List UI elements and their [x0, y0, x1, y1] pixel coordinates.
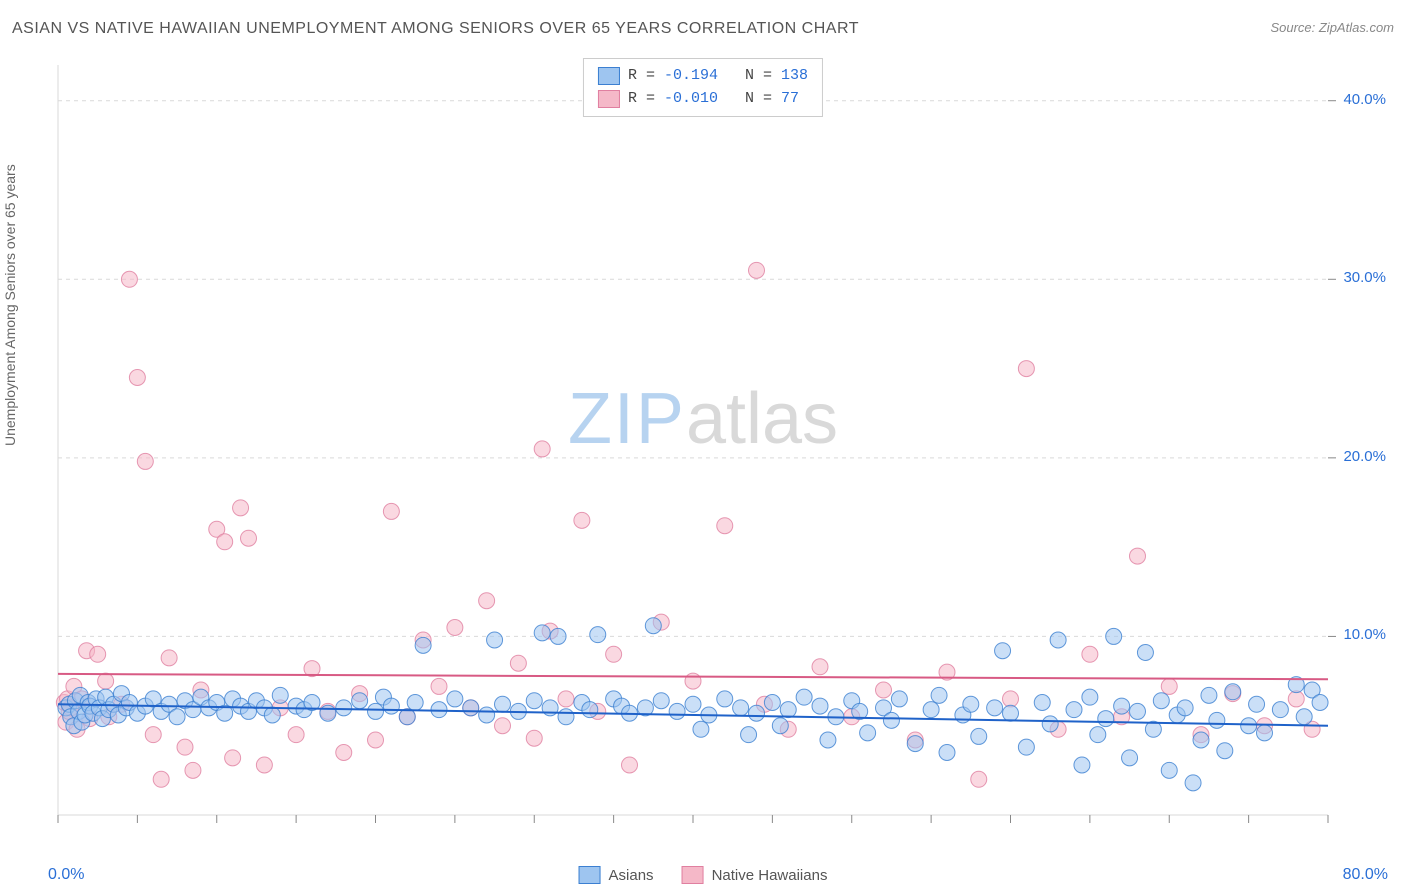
- plot-area: [48, 55, 1388, 835]
- legend-swatch-asians: [579, 866, 601, 884]
- stats-swatch-asians: [598, 67, 620, 85]
- x-axis-min-label: 0.0%: [48, 866, 84, 884]
- stat-N-hawaiians: 77: [781, 90, 799, 107]
- y-axis-label: Unemployment Among Seniors over 65 years: [2, 164, 18, 446]
- chart-svg: [48, 55, 1388, 835]
- stats-row-hawaiians: R = -0.010 N = 77: [598, 88, 808, 111]
- stats-text-hawaiians: R = -0.010 N = 77: [628, 88, 799, 111]
- stat-N-asians: 138: [781, 67, 808, 84]
- title-bar: ASIAN VS NATIVE HAWAIIAN UNEMPLOYMENT AM…: [12, 20, 1394, 38]
- stats-text-asians: R = -0.194 N = 138: [628, 65, 808, 88]
- stat-R-hawaiians: -0.010: [664, 90, 718, 107]
- stats-swatch-hawaiians: [598, 90, 620, 108]
- legend-item-asians: Asians: [579, 866, 654, 884]
- chart-container: ASIAN VS NATIVE HAWAIIAN UNEMPLOYMENT AM…: [0, 0, 1406, 892]
- y-tick-label: 20.0%: [1343, 448, 1386, 465]
- legend-label-asians: Asians: [609, 867, 654, 884]
- stats-box: R = -0.194 N = 138 R = -0.010 N = 77: [583, 58, 823, 117]
- source-attribution: Source: ZipAtlas.com: [1270, 20, 1394, 35]
- stat-R-asians: -0.194: [664, 67, 718, 84]
- y-tick-label: 40.0%: [1343, 91, 1386, 108]
- legend-swatch-hawaiians: [682, 866, 704, 884]
- y-tick-label: 30.0%: [1343, 269, 1386, 286]
- bottom-legend: Asians Native Hawaiians: [579, 866, 828, 884]
- chart-title: ASIAN VS NATIVE HAWAIIAN UNEMPLOYMENT AM…: [12, 20, 859, 38]
- legend-item-hawaiians: Native Hawaiians: [682, 866, 828, 884]
- x-axis-max-label: 80.0%: [1343, 866, 1388, 884]
- stats-row-asians: R = -0.194 N = 138: [598, 65, 808, 88]
- y-tick-label: 10.0%: [1343, 626, 1386, 643]
- legend-label-hawaiians: Native Hawaiians: [712, 867, 828, 884]
